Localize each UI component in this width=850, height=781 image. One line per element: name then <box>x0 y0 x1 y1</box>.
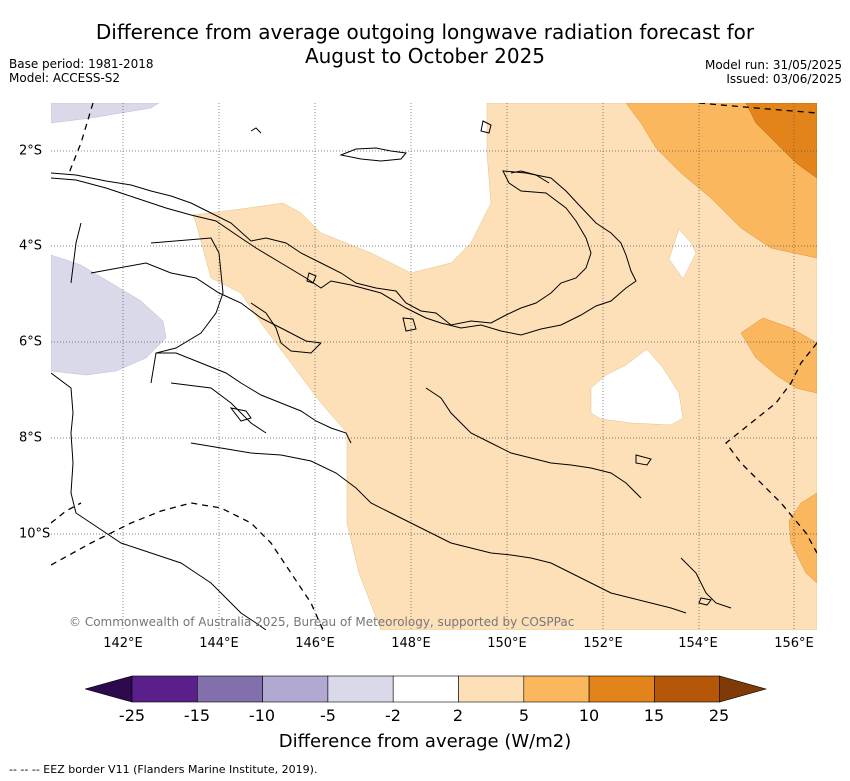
colorbar-label-neg5: -5 <box>320 706 336 725</box>
colorbar-segment-10-15 <box>588 675 655 703</box>
anomaly-region-10-15 <box>745 103 817 179</box>
colorbar <box>85 675 768 703</box>
anomaly-region-neg5-neg2-north <box>51 103 160 124</box>
lon-tick-152e: 152°E <box>583 636 623 651</box>
colorbar-label-2: 2 <box>452 706 464 725</box>
colorbar-label-neg10: -10 <box>248 706 276 725</box>
colorbar-label-neg25: -25 <box>118 706 146 725</box>
map-title: Difference from average outgoing longwav… <box>0 20 850 68</box>
anomaly-region-2-5 <box>192 103 817 630</box>
lon-tick-142e: 142°E <box>103 636 143 651</box>
colorbar-segment-5-10 <box>523 675 590 703</box>
colorbar-label-5: 5 <box>518 706 530 725</box>
colorbar-segment-neg10-neg5 <box>262 675 329 703</box>
model-run: Model run: 31/05/2025 <box>704 58 842 72</box>
gridlines <box>51 103 817 630</box>
colorbar-low-extension <box>85 675 133 703</box>
lon-tick-150e: 150°E <box>487 636 527 651</box>
lon-tick-144e: 144°E <box>199 636 239 651</box>
map-panel <box>51 103 817 630</box>
lon-tick-148e: 148°E <box>391 636 431 651</box>
province-borders <box>70 222 352 444</box>
base-period: Base period: 1981-2018 <box>9 57 154 71</box>
islands <box>229 120 732 609</box>
model-name: Model: ACCESS-S2 <box>9 71 121 85</box>
copyright-notice: © Commonwealth of Australia 2025, Bureau… <box>69 615 575 629</box>
colorbar-label-15: 15 <box>643 706 665 725</box>
anomaly-region-5-10-east <box>740 317 817 394</box>
eez-borders <box>51 103 817 630</box>
lat-tick-8s: 8°S <box>19 430 43 446</box>
map-title-line1: Difference from average outgoing longwav… <box>95 20 755 44</box>
colorbar-segment-neg25-neg15 <box>131 675 198 703</box>
colorbar-segment-15-25 <box>654 675 721 703</box>
lon-tick-146e: 146°E <box>295 636 335 651</box>
colorbar-label-25: 25 <box>708 706 730 725</box>
colorbar-high-extension <box>719 675 768 703</box>
colorbar-label-10: 10 <box>578 706 600 725</box>
lat-tick-2s: 2°S <box>19 143 43 159</box>
eez-footnote: -- -- -- EEZ border V11 (Flanders Marine… <box>9 763 318 776</box>
issued-date: Issued: 03/06/2025 <box>726 72 842 86</box>
meta-right: Model run: 31/05/2025 Issued: 03/06/2025 <box>705 58 842 86</box>
neutral-patch-south <box>590 348 684 426</box>
anomaly-region-5-10-north <box>625 103 817 259</box>
lon-tick-154e: 154°E <box>678 636 718 651</box>
colorbar-segment-neg5-neg2 <box>327 675 394 703</box>
lat-tick-4s: 4°S <box>19 238 43 254</box>
map-title-line2: August to October 2025 <box>304 44 546 68</box>
lat-tick-6s: 6°S <box>19 334 43 350</box>
neutral-patch-east <box>668 228 697 280</box>
colorbar-segment-neg2-2 <box>392 675 459 703</box>
anomaly-region-neg5-neg2-west <box>51 254 167 376</box>
colorbar-segment-neg15-neg10 <box>197 675 263 703</box>
meta-left: Base period: 1981-2018 Model: ACCESS-S2 <box>9 57 154 85</box>
colorbar-segment-2-5 <box>458 675 525 703</box>
colorbar-label-neg2: -2 <box>385 706 401 725</box>
colorbar-label-neg15: -15 <box>183 706 211 725</box>
anomaly-region-5-10-southeast <box>788 492 817 584</box>
colorbar-title: Difference from average (W/m2) <box>278 731 572 752</box>
coastlines <box>51 170 687 630</box>
lon-tick-156e: 156°E <box>774 636 814 651</box>
lat-tick-10s: 10°S <box>19 526 51 542</box>
